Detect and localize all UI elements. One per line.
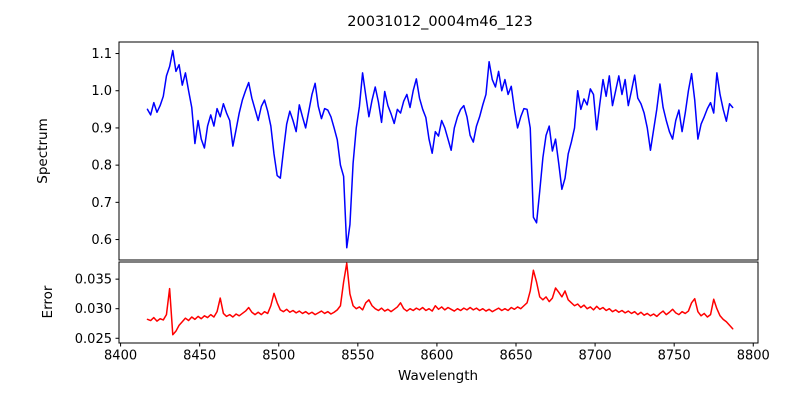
y-tick-label: 0.8	[91, 159, 112, 174]
spectrum-data-line	[146, 49, 734, 249]
y-tick-label: 1.0	[91, 84, 112, 99]
x-axis: 8400 8450 8500 8550 8600 8650 8700 8750 8800	[104, 343, 770, 364]
x-tick-label: 8450	[183, 349, 216, 364]
y-tick-label: 0.025	[75, 332, 112, 347]
error-data-line	[146, 262, 734, 336]
spectrum-axes-frame	[118, 41, 759, 261]
y-tick-label: 0.030	[75, 302, 112, 317]
x-tick-label: 8650	[499, 349, 532, 364]
spectrum-y-axis: 0.6 0.7 0.8 0.9 1.0 1.1	[91, 47, 119, 248]
y-tick-label: 0.035	[75, 273, 112, 288]
x-tick-label: 8500	[262, 349, 295, 364]
y-tick-label: 0.7	[91, 196, 112, 211]
x-axis-label: Wavelength	[398, 368, 478, 384]
x-tick-label: 8700	[579, 349, 612, 364]
x-tick-label: 8600	[420, 349, 453, 364]
y-tick-label: 1.1	[91, 47, 112, 62]
chart-title: 20031012_0004m46_123	[347, 14, 532, 30]
error-axes-frame	[118, 261, 759, 344]
error-y-axis-label: Error	[40, 285, 56, 318]
y-tick-label: 0.9	[91, 121, 112, 136]
x-tick-label: 8750	[658, 349, 691, 364]
error-y-axis: 0.025 0.030 0.035	[75, 273, 119, 347]
x-tick-label: 8550	[341, 349, 374, 364]
x-tick-label: 8800	[737, 349, 770, 364]
spectrum-y-axis-label: Spectrum	[35, 118, 51, 183]
y-tick-label: 0.6	[91, 233, 112, 248]
spectrum-panel: 0.6 0.7 0.8 0.9 1.0 1.1 Spectrum	[35, 41, 759, 261]
x-tick-label: 8400	[104, 349, 137, 364]
error-panel: 0.025 0.030 0.035 8400 8450 8500 8550 8600 8650…	[40, 261, 770, 384]
